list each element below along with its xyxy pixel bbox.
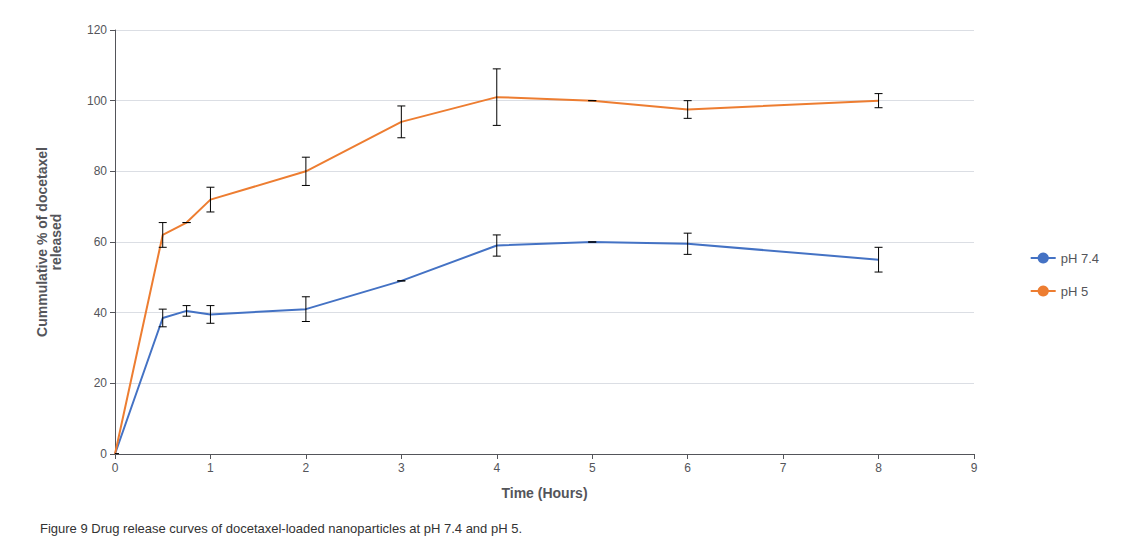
svg-text:0: 0: [112, 461, 119, 475]
svg-text:9: 9: [971, 461, 978, 475]
svg-text:Cummulative % of docetaxel: Cummulative % of docetaxel: [34, 147, 50, 337]
svg-text:pH 7.4: pH 7.4: [1061, 251, 1099, 266]
svg-text:released: released: [48, 214, 64, 271]
svg-text:6: 6: [684, 461, 691, 475]
svg-text:Time (Hours): Time (Hours): [501, 485, 587, 501]
svg-text:pH 5: pH 5: [1061, 284, 1088, 299]
svg-text:20: 20: [94, 376, 108, 390]
svg-text:3: 3: [398, 461, 405, 475]
svg-text:40: 40: [94, 306, 108, 320]
svg-text:7: 7: [780, 461, 787, 475]
svg-text:60: 60: [94, 235, 108, 249]
svg-text:Figure 9 Drug release curves o: Figure 9 Drug release curves of docetaxe…: [40, 521, 522, 536]
svg-text:120: 120: [87, 23, 107, 37]
svg-text:0: 0: [100, 447, 107, 461]
svg-text:4: 4: [493, 461, 500, 475]
svg-text:100: 100: [87, 94, 107, 108]
svg-text:1: 1: [207, 461, 214, 475]
svg-text:8: 8: [875, 461, 882, 475]
svg-text:5: 5: [589, 461, 596, 475]
svg-text:2: 2: [303, 461, 310, 475]
svg-text:80: 80: [94, 164, 108, 178]
